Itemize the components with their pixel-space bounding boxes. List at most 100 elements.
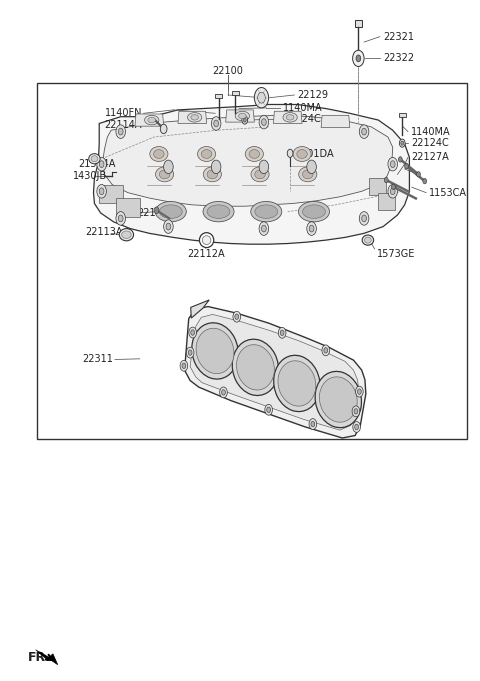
- Polygon shape: [99, 185, 123, 204]
- Text: 1140MA: 1140MA: [283, 103, 323, 113]
- Circle shape: [322, 345, 330, 355]
- Text: 22112A: 22112A: [187, 249, 225, 259]
- Text: 1140FN: 1140FN: [105, 108, 142, 118]
- Polygon shape: [226, 110, 254, 122]
- Circle shape: [233, 311, 240, 322]
- Text: 22322: 22322: [383, 53, 414, 63]
- Ellipse shape: [249, 150, 260, 159]
- Circle shape: [392, 184, 396, 189]
- Polygon shape: [369, 178, 385, 195]
- Text: 1430JB: 1430JB: [73, 172, 107, 181]
- Ellipse shape: [148, 117, 156, 123]
- Circle shape: [160, 124, 167, 133]
- Circle shape: [355, 424, 359, 430]
- Ellipse shape: [283, 112, 297, 122]
- Circle shape: [267, 407, 271, 413]
- Text: 1140MA: 1140MA: [411, 127, 450, 137]
- Circle shape: [211, 160, 221, 174]
- Ellipse shape: [89, 154, 100, 164]
- Circle shape: [259, 222, 269, 236]
- Circle shape: [180, 360, 188, 371]
- Circle shape: [390, 188, 395, 195]
- Ellipse shape: [202, 236, 211, 244]
- Circle shape: [399, 139, 405, 147]
- Text: 22114A: 22114A: [105, 120, 142, 130]
- Circle shape: [353, 50, 364, 67]
- Circle shape: [235, 314, 239, 319]
- Circle shape: [352, 406, 360, 417]
- Ellipse shape: [121, 231, 131, 238]
- Circle shape: [398, 157, 402, 162]
- Circle shape: [259, 115, 269, 129]
- Ellipse shape: [362, 235, 373, 245]
- Polygon shape: [355, 20, 362, 27]
- Ellipse shape: [364, 237, 371, 243]
- Polygon shape: [116, 198, 140, 217]
- Circle shape: [401, 141, 404, 145]
- Circle shape: [417, 172, 420, 177]
- Ellipse shape: [198, 146, 216, 161]
- Text: 21314A: 21314A: [79, 159, 116, 169]
- Polygon shape: [215, 94, 222, 98]
- Circle shape: [356, 386, 363, 397]
- Circle shape: [188, 350, 192, 355]
- Ellipse shape: [119, 229, 133, 241]
- Polygon shape: [185, 306, 366, 438]
- Circle shape: [186, 347, 194, 358]
- Ellipse shape: [203, 167, 221, 182]
- Polygon shape: [190, 315, 359, 430]
- Polygon shape: [191, 300, 209, 318]
- Circle shape: [265, 405, 273, 415]
- Polygon shape: [103, 115, 393, 206]
- Ellipse shape: [302, 170, 313, 178]
- Circle shape: [360, 212, 369, 225]
- Circle shape: [324, 347, 328, 353]
- Text: 22321: 22321: [383, 31, 414, 42]
- Circle shape: [164, 160, 173, 174]
- Circle shape: [388, 157, 397, 171]
- Circle shape: [220, 387, 228, 398]
- Text: 22311: 22311: [83, 355, 114, 364]
- Circle shape: [118, 128, 123, 135]
- Circle shape: [384, 177, 388, 183]
- Text: 22113A: 22113A: [85, 227, 122, 237]
- Ellipse shape: [207, 170, 217, 178]
- Text: FR.: FR.: [28, 652, 51, 665]
- Polygon shape: [232, 91, 239, 95]
- Circle shape: [353, 422, 360, 432]
- Circle shape: [164, 220, 173, 234]
- Circle shape: [278, 328, 286, 338]
- Ellipse shape: [232, 339, 278, 396]
- Ellipse shape: [315, 371, 361, 428]
- Circle shape: [99, 161, 104, 168]
- Ellipse shape: [144, 115, 159, 125]
- Ellipse shape: [297, 150, 307, 159]
- Ellipse shape: [237, 345, 275, 390]
- Polygon shape: [274, 111, 302, 123]
- Circle shape: [362, 128, 366, 135]
- Polygon shape: [37, 83, 467, 439]
- Ellipse shape: [299, 167, 317, 182]
- Text: 22100: 22100: [213, 65, 243, 76]
- Text: 22124C: 22124C: [411, 138, 449, 148]
- Circle shape: [189, 327, 196, 338]
- Ellipse shape: [196, 328, 234, 374]
- Circle shape: [309, 225, 314, 232]
- Ellipse shape: [251, 167, 269, 182]
- Circle shape: [97, 185, 107, 198]
- Circle shape: [258, 92, 265, 103]
- Ellipse shape: [156, 202, 186, 222]
- Circle shape: [362, 215, 366, 222]
- Circle shape: [116, 212, 125, 225]
- Ellipse shape: [255, 205, 278, 219]
- Ellipse shape: [235, 111, 250, 121]
- Ellipse shape: [302, 205, 325, 219]
- Circle shape: [97, 157, 107, 171]
- Ellipse shape: [319, 377, 357, 422]
- Ellipse shape: [188, 112, 202, 122]
- Ellipse shape: [156, 167, 174, 182]
- Circle shape: [191, 330, 194, 335]
- Circle shape: [309, 419, 317, 430]
- Circle shape: [423, 178, 427, 184]
- Ellipse shape: [251, 202, 282, 222]
